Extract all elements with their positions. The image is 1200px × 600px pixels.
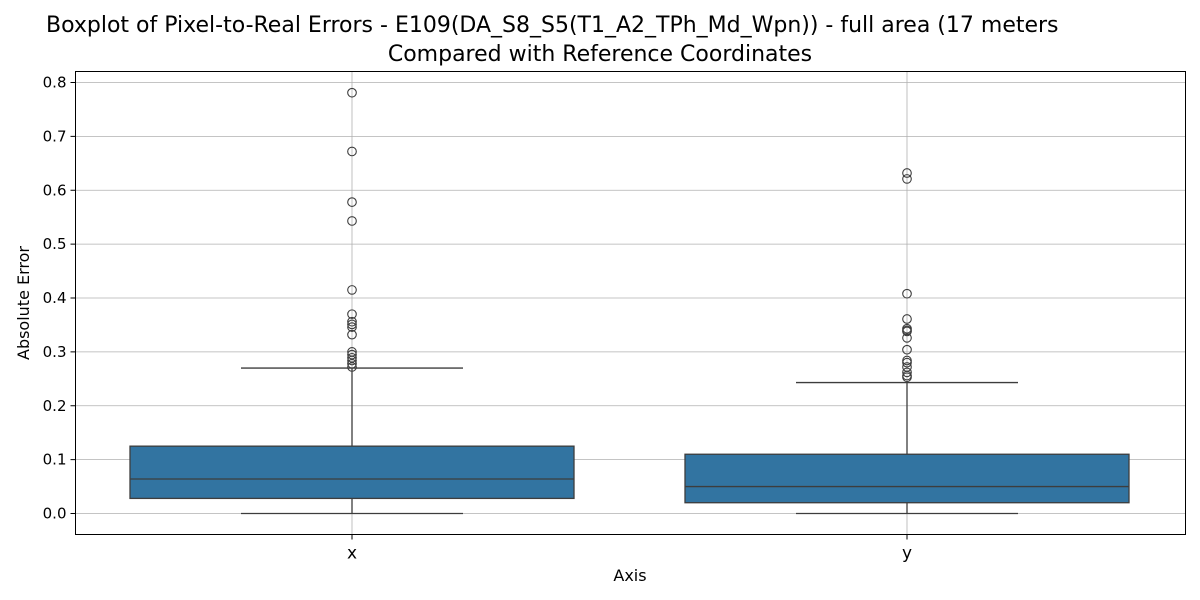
chart-title-line-2: Compared with Reference Coordinates [387, 42, 813, 67]
outlier-point [902, 288, 912, 299]
y-axis-ticks: 0.0 0.1 0.2 0.3 0.4 0.5 0.6 0.7 0.8 [43, 74, 76, 523]
outlier-point [347, 349, 357, 360]
outlier-point [347, 87, 357, 98]
x-tick-label: y [902, 544, 912, 564]
outlier-point [347, 329, 357, 340]
y-axis-label: Absolute Error [14, 246, 33, 360]
y-tick-label: 0.2 [43, 397, 67, 415]
y-tick-label: 0.5 [43, 235, 67, 253]
outlier-point [902, 372, 912, 383]
outlier-point [347, 316, 357, 327]
outlier-point [902, 174, 912, 184]
y-tick-label: 0.7 [43, 127, 67, 145]
iqr-box [684, 453, 1130, 504]
outlier-point [347, 216, 357, 226]
chart-title-line-1: Boxplot of Pixel-to-Real Errors - E109(D… [46, 13, 1059, 38]
boxes-layer [129, 87, 1130, 515]
outlier-point [902, 168, 912, 178]
outlier-point [347, 319, 357, 330]
plot-area-frame [75, 71, 1186, 535]
outlier-point [347, 355, 357, 366]
outlier-point [347, 285, 357, 295]
x-axis-label: Axis [613, 566, 646, 585]
outlier-point [902, 326, 912, 337]
box-y [684, 168, 1130, 515]
outlier-point [347, 362, 357, 372]
iqr-box [129, 445, 575, 500]
outlier-point [902, 344, 912, 355]
outlier-point [347, 309, 357, 320]
y-tick-label: 0.3 [43, 343, 67, 361]
outlier-point [347, 197, 357, 207]
x-tick-label: x [347, 544, 357, 564]
outlier-point [347, 352, 357, 363]
grid-lines [75, 71, 1186, 535]
box-x [129, 87, 575, 515]
outlier-point [347, 322, 357, 332]
outlier-point [347, 146, 357, 157]
outlier-point [902, 333, 912, 343]
y-tick-label: 0.0 [43, 505, 67, 523]
y-tick-label: 0.6 [43, 181, 67, 199]
y-tick-label: 0.1 [43, 451, 67, 469]
outlier-point [902, 367, 912, 378]
outlier-point [902, 314, 912, 324]
outlier-point [347, 358, 357, 369]
y-tick-label: 0.8 [43, 74, 67, 92]
y-tick-label: 0.4 [43, 289, 67, 307]
outlier-point [902, 357, 912, 368]
